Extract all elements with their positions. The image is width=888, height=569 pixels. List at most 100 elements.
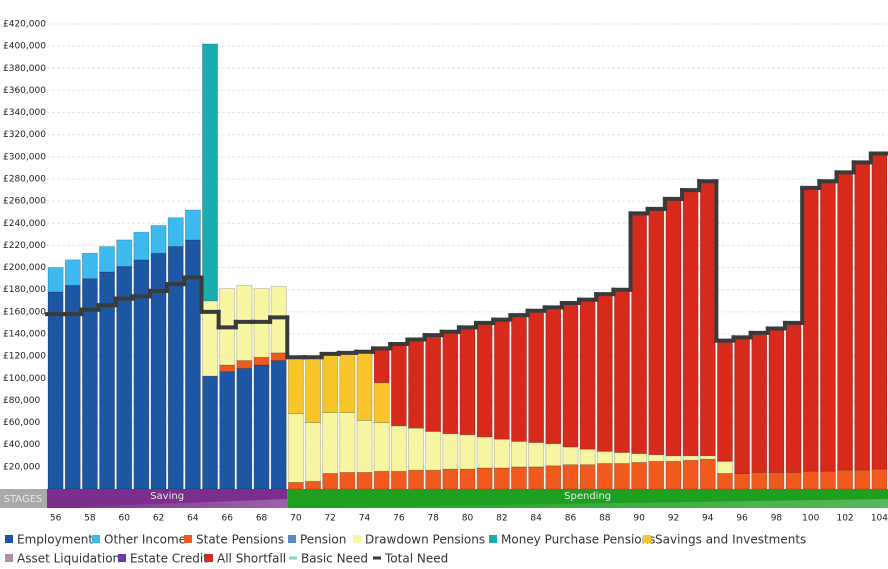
bar-segment <box>373 422 390 472</box>
bar-segment <box>716 473 733 490</box>
bar-segment <box>270 352 287 361</box>
bar-segment <box>579 464 596 490</box>
bar-segment <box>493 467 510 490</box>
bar-segment <box>545 443 562 467</box>
bar-segment <box>562 464 579 490</box>
y-tick-label: £40,000 <box>3 440 40 450</box>
legend-swatch <box>643 535 651 543</box>
bar-segment <box>81 252 98 280</box>
bar-segment <box>768 471 785 490</box>
bar-segment <box>528 310 545 443</box>
x-tick-label: 82 <box>496 514 507 524</box>
x-tick-label: 96 <box>736 514 748 524</box>
y-tick-label: £360,000 <box>3 86 46 96</box>
x-tick-label: 68 <box>256 514 268 524</box>
bar-segment <box>305 480 322 490</box>
bar-segment <box>150 252 167 490</box>
bar-segment <box>64 259 81 286</box>
bar-segment <box>356 351 373 421</box>
bar-segment <box>682 189 699 457</box>
x-tick-label: 56 <box>50 514 62 524</box>
legend-swatch <box>5 554 13 562</box>
x-tick-label: 84 <box>530 514 542 524</box>
bar-segment <box>287 481 304 490</box>
bar-segment <box>734 336 751 474</box>
bar-segment <box>785 322 802 473</box>
bar-segment <box>339 412 356 473</box>
bar-segment <box>528 466 545 490</box>
bar-segment <box>751 332 768 473</box>
bar-segment <box>854 161 871 471</box>
bar-segment <box>270 285 287 354</box>
bar-segment <box>287 356 304 415</box>
y-tick-label: £320,000 <box>3 130 46 140</box>
bar-segment <box>390 425 407 472</box>
bar-segment <box>459 434 476 470</box>
legend-swatch <box>118 554 126 562</box>
x-tick-label: 88 <box>599 514 611 524</box>
y-tick-label: £120,000 <box>3 352 46 362</box>
bar-segment <box>579 299 596 450</box>
bar-segment <box>493 438 510 469</box>
bar-segment <box>442 433 459 470</box>
bar-segment <box>476 436 493 469</box>
bar-segment <box>854 469 871 490</box>
legend-label: All Shortfall <box>217 552 286 566</box>
bar-segment <box>202 43 219 302</box>
bar-segment <box>596 463 613 490</box>
legend-swatch <box>205 554 213 562</box>
x-tick-label: 62 <box>153 514 164 524</box>
bar-segment <box>133 259 150 490</box>
legend-label: Employment <box>17 533 93 547</box>
y-tick-label: £60,000 <box>3 418 40 428</box>
bar-segment <box>408 469 424 490</box>
bar-segment <box>270 360 287 490</box>
bar-segment <box>219 364 236 373</box>
bar-segment <box>47 267 64 293</box>
y-tick-label: £280,000 <box>3 175 46 185</box>
legend-swatch <box>288 535 296 543</box>
bar-segment <box>373 382 390 423</box>
x-tick-label: 94 <box>702 514 714 524</box>
bar-segment <box>596 293 613 452</box>
bar-segment <box>751 471 768 490</box>
y-tick-label: £100,000 <box>3 374 46 384</box>
legend-label: Other Income <box>104 533 186 547</box>
bar-segment <box>459 468 476 490</box>
y-tick-label: £180,000 <box>3 285 46 295</box>
legend-swatch <box>5 535 13 543</box>
bar-segment <box>699 458 716 490</box>
stage-label: Spending <box>564 491 611 502</box>
bar-segment <box>322 353 339 414</box>
bar-segment <box>819 470 836 490</box>
bar-segment <box>665 198 682 457</box>
legend-label: Asset Liquidation <box>17 552 120 566</box>
legend-swatch <box>353 535 361 543</box>
bar-segment <box>167 217 184 247</box>
bar-segment <box>236 367 253 490</box>
bar-segment <box>802 187 819 472</box>
legend-label: Money Purchase Pensions <box>501 533 656 547</box>
bar-segment <box>476 467 493 490</box>
bar-segment <box>665 460 682 490</box>
bar-segment <box>442 468 459 490</box>
bar-segment <box>511 466 527 490</box>
legend-label: Savings and Investments <box>655 533 806 547</box>
x-tick-label: 104 <box>871 514 888 524</box>
bar-segment <box>287 413 304 483</box>
bar-segment <box>511 314 527 442</box>
y-tick-label: £160,000 <box>3 307 46 317</box>
bar-segment <box>631 462 648 490</box>
x-tick-label: 70 <box>290 514 302 524</box>
bar-segment <box>253 364 270 490</box>
bar-segment <box>442 331 459 435</box>
stage-wedge <box>287 499 888 508</box>
legend-label: Total Need <box>384 552 448 566</box>
bar-segment <box>305 356 322 423</box>
bar-segment <box>150 225 167 254</box>
x-tick-label: 58 <box>84 514 96 524</box>
bar-segment <box>699 455 716 460</box>
bar-segment <box>322 412 339 474</box>
bar-segment <box>253 356 270 366</box>
bar-segment <box>768 328 785 473</box>
